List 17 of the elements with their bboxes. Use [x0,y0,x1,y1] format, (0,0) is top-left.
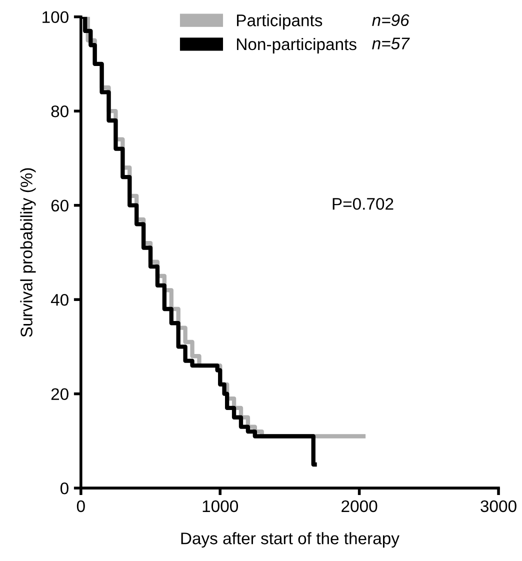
x-tick-label: 1000 [202,500,238,512]
legend-label: Participants [237,14,322,30]
y-axis-title: Survival probability (%) [20,168,36,337]
annotation: P=0.702 [332,198,394,210]
y-tick-label: 100 [42,11,68,24]
x-tick-label: 0 [76,500,85,512]
y-tick-label: 0 [60,482,68,494]
y-tick-label: 60 [51,200,68,212]
x-tick-label: 2000 [342,500,378,512]
annotation: n=57 [372,38,410,50]
y-tick-label: 20 [51,388,68,400]
x-tick-label: 3000 [480,500,516,512]
y-tick-label: 40 [50,294,68,306]
y-tick-label: 80 [51,105,68,118]
legend-label: Non-participants [237,38,356,54]
annotation: n=96 [372,14,410,26]
x-axis-title: Days after start of the therapy [181,532,400,548]
